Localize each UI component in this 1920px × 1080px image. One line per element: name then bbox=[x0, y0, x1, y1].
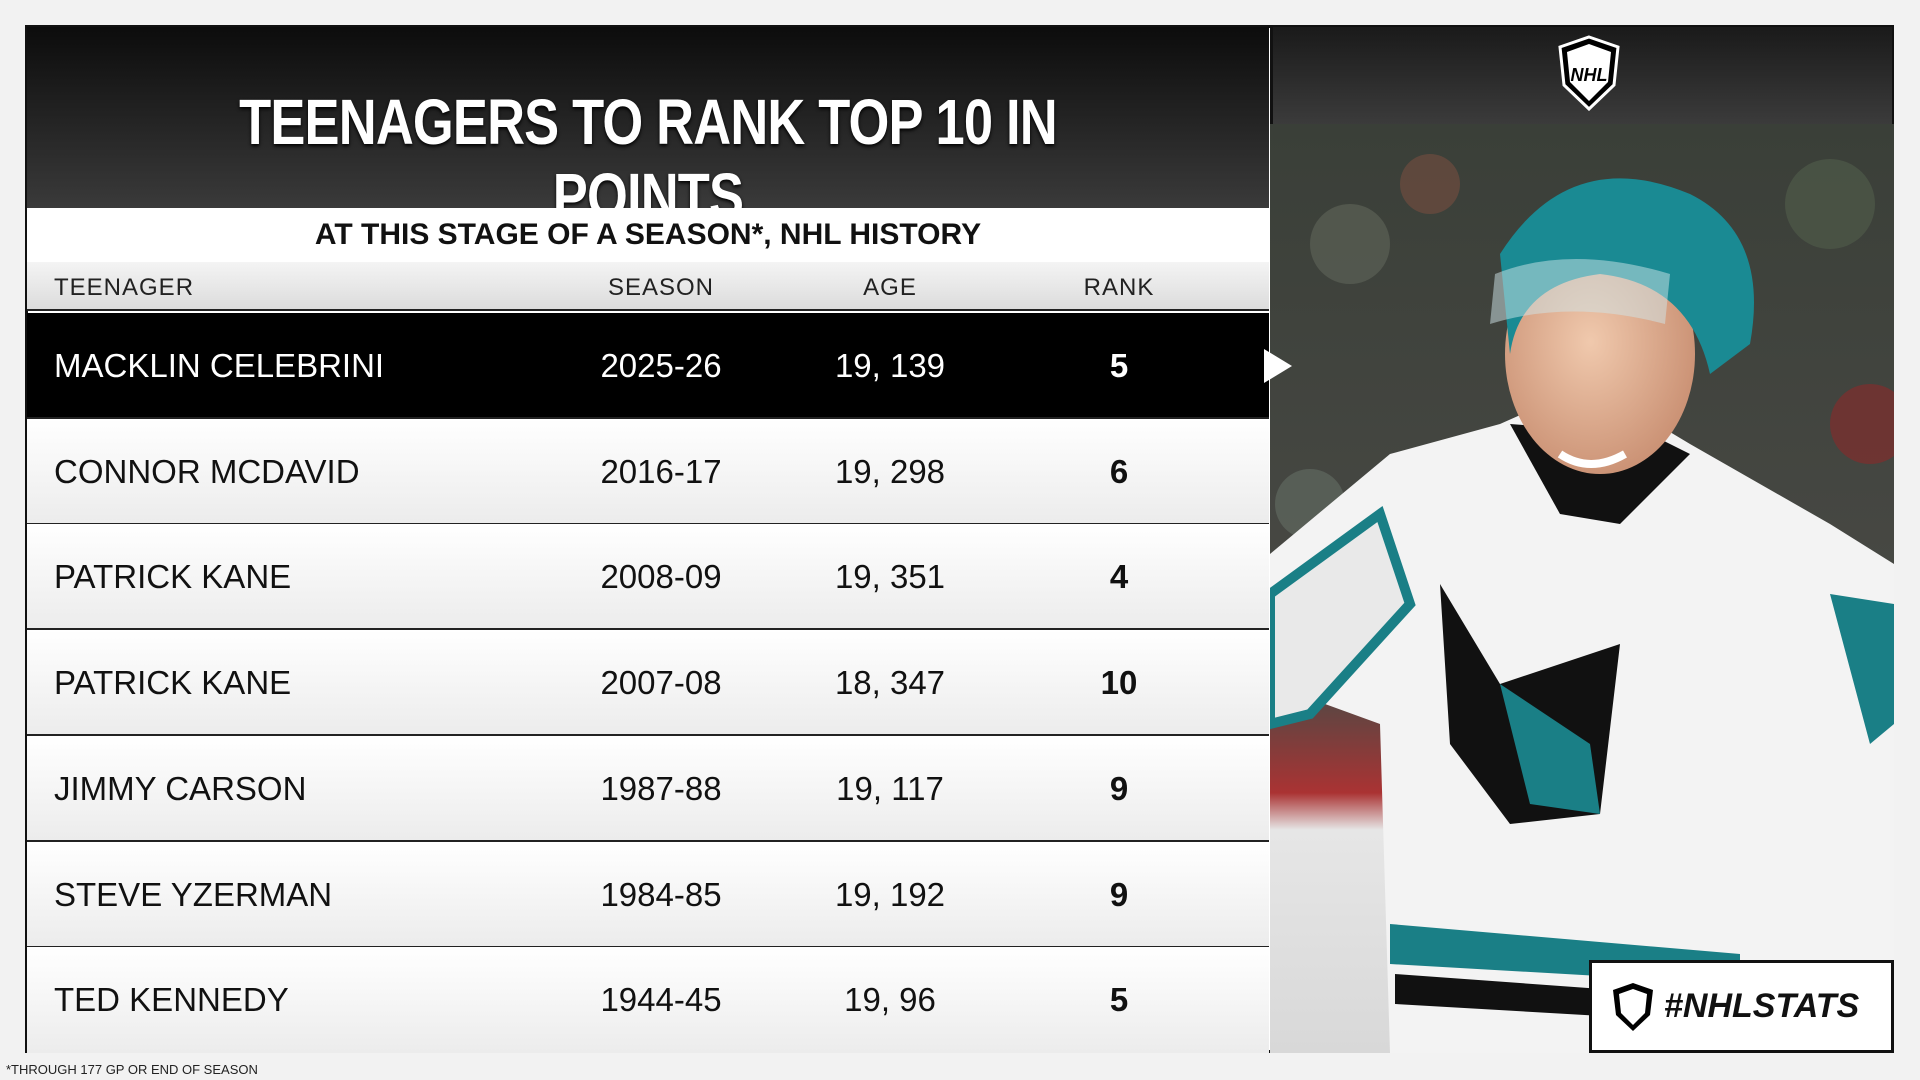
rank: 6 bbox=[1109, 452, 1129, 490]
season: 1987-88 bbox=[600, 769, 722, 807]
footnote: *THROUGH 177 GP OR END OF SEASON bbox=[6, 1062, 258, 1077]
age: 19, 351 bbox=[834, 558, 946, 596]
nhl-logo: NHL bbox=[1558, 35, 1620, 111]
player-name: TED KENNEDY bbox=[54, 981, 289, 1019]
player-name: STEVE YZERMAN bbox=[54, 875, 333, 913]
player-name: CONNOR MCDAVID bbox=[54, 452, 360, 490]
header-row: TEENAGER SEASON AGE RANK bbox=[27, 262, 1269, 311]
table-row: PATRICK KANE 2008-09 19, 351 4 bbox=[27, 524, 1269, 631]
player-name: MACKLIN CELEBRINI bbox=[54, 347, 385, 384]
age: 19, 139 bbox=[834, 347, 946, 384]
rank: 10 bbox=[1100, 664, 1138, 702]
subtitle: AT THIS STAGE OF A SEASON*, NHL HISTORY bbox=[27, 208, 1269, 262]
table-row: JIMMY CARSON 1987-88 19, 117 9 bbox=[27, 735, 1269, 842]
highlight-arrow bbox=[1264, 349, 1292, 383]
table-row: MACKLIN CELEBRINI 2025-26 19, 139 5 bbox=[27, 313, 1269, 419]
season: 2007-08 bbox=[600, 664, 722, 702]
logo-band: NHL bbox=[1270, 27, 1892, 124]
column-header: AGE bbox=[863, 274, 917, 301]
age: 19, 192 bbox=[834, 875, 946, 913]
season: 1984-85 bbox=[600, 875, 722, 913]
table-row: STEVE YZERMAN 1984-85 19, 192 9 bbox=[27, 841, 1269, 948]
rank: 9 bbox=[1109, 769, 1129, 807]
hashtag-box: #NHLSTATS bbox=[1589, 960, 1894, 1053]
hashtag: #NHLSTATS bbox=[1664, 987, 1860, 1025]
column-header: SEASON bbox=[607, 274, 715, 301]
column-header: RANK bbox=[1083, 274, 1155, 301]
season: 2016-17 bbox=[600, 452, 722, 490]
rank: 5 bbox=[1109, 347, 1129, 384]
table-row: CONNOR MCDAVID 2016-17 19, 298 6 bbox=[27, 418, 1269, 525]
table-row: TED KENNEDY 1944-45 19, 96 5 bbox=[27, 947, 1269, 1054]
logo-text: NHL bbox=[1571, 65, 1608, 85]
age: 19, 117 bbox=[836, 769, 944, 807]
title-band: TEENAGERS TO RANK TOP 10 IN POINTS bbox=[27, 27, 1269, 232]
season: 1944-45 bbox=[600, 981, 722, 1019]
rank: 4 bbox=[1109, 558, 1129, 596]
player-name: PATRICK KANE bbox=[54, 558, 292, 596]
player-name: PATRICK KANE bbox=[54, 664, 292, 702]
player-photo bbox=[1270, 124, 1894, 1053]
age: 19, 298 bbox=[834, 452, 946, 490]
age: 19, 96 bbox=[844, 981, 936, 1019]
rank: 9 bbox=[1109, 875, 1129, 913]
season: 2008-09 bbox=[600, 558, 722, 596]
rank: 5 bbox=[1109, 981, 1129, 1019]
column-header: TEENAGER bbox=[54, 274, 195, 301]
season: 2025-26 bbox=[600, 347, 722, 384]
age: 18, 347 bbox=[834, 664, 946, 702]
table-row: PATRICK KANE 2007-08 18, 347 10 bbox=[27, 630, 1269, 737]
nhl-logo-small bbox=[1613, 983, 1653, 1031]
player-name: JIMMY CARSON bbox=[54, 769, 307, 807]
